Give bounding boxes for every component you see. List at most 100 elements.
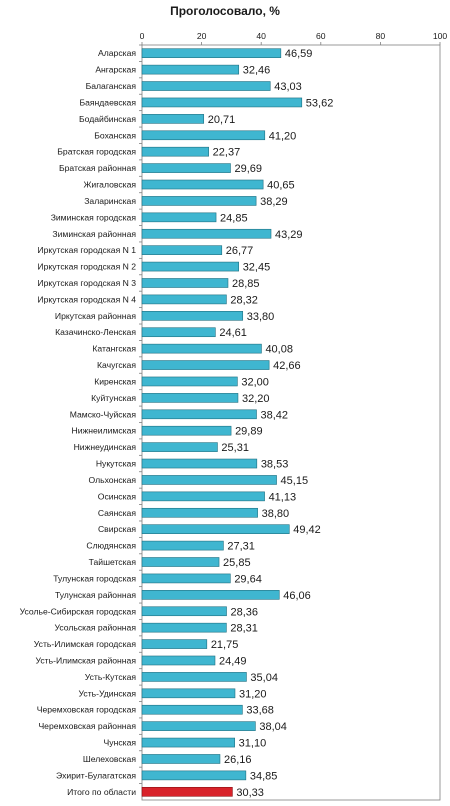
value-label: 32,45 bbox=[243, 262, 271, 274]
value-label: 41,13 bbox=[269, 491, 297, 503]
value-label: 28,32 bbox=[230, 294, 258, 306]
bar bbox=[141, 458, 258, 469]
bar bbox=[141, 360, 270, 370]
bar bbox=[141, 196, 257, 206]
value-label: 34,85 bbox=[250, 770, 278, 782]
bar bbox=[141, 770, 247, 781]
bar bbox=[141, 573, 231, 584]
bar bbox=[141, 557, 220, 567]
x-tick-label: 40 bbox=[256, 31, 266, 41]
category-label: Черемховская городская bbox=[37, 705, 137, 715]
value-label: 22,37 bbox=[213, 147, 241, 159]
value-label: 29,69 bbox=[234, 163, 262, 175]
value-label: 43,03 bbox=[274, 81, 302, 93]
bar bbox=[141, 754, 221, 764]
category-label: Братская городская bbox=[57, 147, 136, 157]
category-label: Усть-Илимская районная bbox=[36, 655, 137, 665]
bar bbox=[141, 540, 224, 551]
category-label: Иркутская городская N 3 bbox=[37, 278, 136, 288]
category-label: Ангарская bbox=[95, 65, 136, 75]
value-label: 32,46 bbox=[243, 65, 271, 77]
value-label: 24,49 bbox=[219, 655, 247, 667]
value-label: 25,31 bbox=[221, 442, 249, 454]
category-label: Заларинская bbox=[84, 196, 136, 206]
bar bbox=[141, 245, 223, 255]
value-label: 31,20 bbox=[239, 688, 267, 700]
bar bbox=[141, 475, 277, 485]
value-label: 26,16 bbox=[224, 754, 252, 766]
category-label: Казачинско-Ленская bbox=[55, 327, 136, 337]
category-label: Зиминская районная bbox=[52, 229, 136, 239]
value-label: 42,66 bbox=[273, 360, 301, 372]
bar bbox=[141, 721, 256, 731]
value-label: 45,15 bbox=[281, 475, 309, 487]
bar bbox=[141, 179, 264, 190]
category-label: Мамско-Чуйская bbox=[70, 409, 137, 419]
bar-total bbox=[141, 786, 233, 797]
bar bbox=[141, 114, 205, 124]
value-label: 28,31 bbox=[230, 623, 258, 635]
value-label: 27,31 bbox=[227, 541, 255, 553]
category-label: Иркутская городская N 1 bbox=[37, 245, 136, 255]
category-label: Усольская районная bbox=[55, 623, 137, 633]
category-label: Иркутская городская N 2 bbox=[37, 262, 136, 272]
category-label: Аларская bbox=[98, 48, 136, 58]
category-label: Нукутская bbox=[96, 459, 137, 469]
bar bbox=[141, 163, 231, 173]
value-label: 33,68 bbox=[246, 705, 274, 717]
category-label: Балаганская bbox=[86, 81, 137, 91]
value-label: 26,77 bbox=[226, 245, 254, 257]
category-label: Чунская bbox=[104, 738, 137, 748]
category-label: Нижнеудинская bbox=[74, 442, 137, 452]
category-label: Усть-Илимская городская bbox=[34, 639, 137, 649]
category-label: Братская районная bbox=[59, 163, 136, 173]
category-label: Эхирит-Булагатская bbox=[56, 770, 136, 780]
value-label: 28,85 bbox=[232, 278, 260, 290]
value-label: 24,85 bbox=[220, 212, 248, 224]
category-label: Усть-Удинская bbox=[79, 688, 137, 698]
category-label: Свирская bbox=[98, 524, 136, 534]
value-label: 25,85 bbox=[223, 557, 251, 569]
value-label: 53,62 bbox=[306, 97, 334, 109]
value-label: 24,61 bbox=[219, 327, 247, 339]
category-label: Ольхонская bbox=[89, 475, 137, 485]
category-label: Черемховская районная bbox=[38, 721, 136, 731]
category-label: Слюдянская bbox=[86, 541, 136, 551]
bar bbox=[141, 130, 266, 141]
value-label: 38,42 bbox=[260, 409, 288, 421]
category-label: Осинская bbox=[98, 491, 137, 501]
category-label: Качугская bbox=[97, 360, 136, 370]
value-label: 31,10 bbox=[239, 738, 267, 750]
bar bbox=[141, 507, 258, 518]
value-label: 49,42 bbox=[293, 524, 321, 536]
value-label: 41,20 bbox=[269, 130, 297, 142]
category-label: Усолье-Сибирская городская bbox=[20, 606, 137, 616]
category-label: Бодайбинская bbox=[79, 114, 136, 124]
x-tick-label: 80 bbox=[376, 31, 386, 41]
value-label: 20,71 bbox=[208, 114, 236, 126]
category-label: Киренская bbox=[94, 376, 136, 386]
bar bbox=[141, 672, 247, 682]
bar bbox=[141, 81, 271, 91]
bar bbox=[141, 639, 208, 649]
bar bbox=[141, 409, 257, 420]
bar bbox=[141, 622, 227, 633]
chart-title: Проголосовало, % bbox=[170, 4, 280, 18]
bar bbox=[141, 311, 244, 321]
bar bbox=[141, 737, 235, 748]
value-label: 21,75 bbox=[211, 639, 239, 651]
value-label: 38,80 bbox=[262, 508, 290, 520]
bar bbox=[141, 425, 232, 436]
category-label: Шелеховская bbox=[83, 754, 136, 764]
bar bbox=[141, 146, 209, 157]
x-tick-label: 20 bbox=[197, 31, 207, 41]
bar bbox=[141, 606, 227, 617]
category-label: Жигаловская bbox=[84, 180, 137, 190]
bar bbox=[141, 343, 262, 354]
value-label: 46,06 bbox=[283, 590, 311, 602]
bar bbox=[141, 655, 216, 666]
bar bbox=[141, 524, 290, 534]
value-label: 40,65 bbox=[267, 180, 295, 192]
